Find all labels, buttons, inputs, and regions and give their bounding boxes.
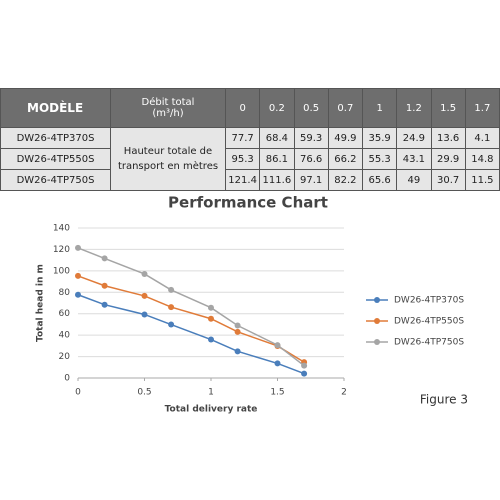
point [101,301,108,308]
value-cell: 4.1 [464,127,500,149]
point [141,311,148,318]
point [208,336,214,343]
y-tick-label: 140 [53,224,70,234]
header-cell: 0.2 [259,88,295,128]
point [101,255,108,262]
value-cell: 14.8 [464,148,500,170]
point [101,282,108,289]
value-cell: 111.6 [259,169,295,191]
point [168,304,175,311]
point [301,370,308,377]
x-axis-label: Total delivery rate [165,405,258,415]
header-cell: 1 [361,88,398,128]
y-tick-label: 80 [59,288,71,298]
header-cell: 0 [224,88,261,128]
point [208,304,214,311]
value-cell: 11.5 [464,169,500,191]
header-text: Débit total [141,97,195,108]
point [234,322,241,329]
data-row: DW26-4TP750S 121.4 111.6 97.1 82.2 65.6 49 30.7… [0,169,500,191]
point [141,292,148,299]
point [75,244,81,251]
series-line [77,275,305,363]
value-cell: 59.3 [293,127,329,149]
header-cell: 1.5 [430,88,466,128]
x-tick-label: 1.5 [270,388,284,398]
value-cell: 77.7 [224,127,261,149]
y-tick-label: 40 [59,331,71,341]
point [168,321,175,328]
series-line [77,294,305,375]
value-cell: 121.4 [224,169,261,191]
legend-marker [374,297,380,303]
header-cell: 1.2 [396,88,432,128]
y-tick-label: 0 [64,374,70,384]
y-tick-label: 100 [53,266,70,276]
value-cell: 68.4 [259,127,295,149]
data-row: DW26-4TP550S 95.3 86.1 76.6 66.2 55.3 43.1 29.9… [0,148,500,170]
point [141,270,148,277]
x-tick-label: 0 [75,388,81,398]
y-tick-label: 60 [59,309,71,319]
point [75,291,81,298]
series-line [77,247,305,367]
x-tick-label: 0.5 [137,388,151,398]
x-tick-label: 2 [341,388,347,398]
value-cell: 82.2 [327,169,364,191]
point [274,360,281,367]
chart-title: Performance Chart [168,194,328,212]
value-cell: 24.9 [396,127,432,149]
point [234,328,241,335]
value-cell: 43.1 [396,148,432,170]
model-cell: DW26-4TP750S [0,169,111,191]
y-axis-label: Total head in m [36,264,46,342]
value-cell: 49 [396,169,432,191]
header-cell: MODÈLE [0,88,111,128]
value-cell: 97.1 [293,169,329,191]
point [75,272,81,279]
y-tick-label: 20 [59,352,71,362]
point [208,315,214,322]
header-cell: 0.7 [327,88,364,128]
header-row: MODÈLE Débit total (m³/h) 0 0.2 0.5 0.7 1 1.2 1.5… [0,88,500,128]
legend-label: DW26-4TP550S [394,317,464,327]
point [234,348,241,355]
header-text: (m³/h) [152,108,184,119]
data-row: DW26-4TP370S Hauteur totale de transport … [0,127,500,191]
point [274,342,281,349]
model-cell: DW26-4TP370S [0,127,111,149]
value-cell: 65.6 [361,169,398,191]
legend-label: DW26-4TP370S [394,296,464,306]
spec-table: MODÈLE Débit total (m³/h) 0 0.2 0.5 0.7 1 1.2 1.5… [0,88,500,191]
value-cell: 29.9 [430,148,466,170]
value-cell: 55.3 [361,148,398,170]
legend-marker [374,339,380,345]
point [168,286,175,293]
row-label: Hauteur totale de transport en mètres [110,127,226,191]
value-cell: 66.2 [327,148,364,170]
header-cell: 0.5 [293,88,329,128]
point [301,362,308,369]
legend-label: DW26-4TP750S [394,338,464,348]
y-tick-label: 120 [53,245,70,255]
legend-marker [374,318,380,324]
value-cell: 35.9 [361,127,398,149]
caption: Figure 3 [420,393,468,407]
x-tick-label: 1 [208,388,214,398]
